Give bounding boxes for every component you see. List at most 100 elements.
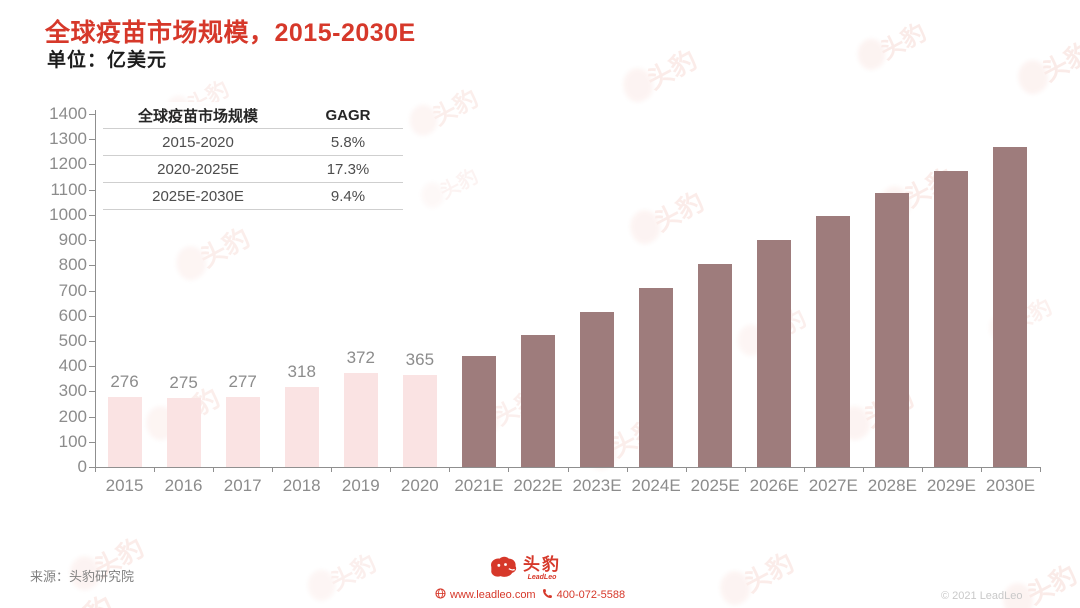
- y-tick-label: 300: [58, 381, 87, 401]
- leadleo-watermark: 头豹: [425, 79, 484, 132]
- cagr-table-header-cagr: GAGR: [325, 106, 371, 124]
- y-tick: [89, 391, 95, 393]
- y-tick-label: 1300: [49, 129, 87, 149]
- bar-2024E: [639, 287, 674, 467]
- x-tick: [390, 467, 392, 472]
- leadleo-watermark: 头豹: [52, 585, 120, 608]
- x-tick: [744, 467, 746, 472]
- y-tick: [89, 265, 95, 267]
- y-tick: [89, 240, 95, 242]
- x-tick-label-2018: 2018: [282, 476, 321, 495]
- y-tick-label: 700: [58, 280, 87, 300]
- x-tick-label-2027E: 2027E: [808, 476, 858, 495]
- footer-contact: www.leadleo.com 400-072-5588: [435, 588, 625, 602]
- x-tick: [95, 467, 96, 472]
- bar-value-2015: 276: [110, 372, 139, 392]
- y-tick: [89, 290, 95, 292]
- y-tick: [89, 340, 95, 342]
- bar-value-2020: 365: [405, 349, 435, 369]
- logo-text-en: LeadLeo: [527, 574, 557, 581]
- source-note: 来源：头豹研究院: [30, 569, 135, 584]
- bar-2022E: [520, 334, 555, 467]
- cagr-value: 9.4%: [330, 187, 366, 205]
- x-tick: [921, 467, 923, 472]
- bar-2016: [166, 397, 201, 467]
- y-tick: [89, 214, 95, 216]
- cagr-table-row: 2020-2025E 17.3%: [103, 156, 403, 183]
- bar-2017: [225, 397, 260, 467]
- y-tick-label: 1100: [50, 179, 87, 199]
- y-tick-label: 0: [77, 457, 87, 476]
- y-tick: [89, 441, 95, 443]
- cagr-table-row: 2015-2020 5.8%: [103, 129, 403, 156]
- x-tick: [213, 467, 215, 472]
- bar-2030E: [993, 146, 1028, 467]
- y-tick-label: 500: [58, 330, 87, 350]
- x-tick-label-2016: 2016: [164, 476, 203, 495]
- x-tick: [154, 467, 156, 472]
- phone-icon: [542, 588, 553, 602]
- leopard-logo-icon: [488, 555, 518, 584]
- page-title: 全球疫苗市场规模，2015-2030E: [45, 19, 416, 47]
- bar-value-2016: 275: [169, 372, 198, 392]
- logo-text-cn: 头豹: [523, 555, 561, 574]
- bar-2026E: [757, 240, 792, 467]
- leadleo-watermark: 头豹: [434, 160, 483, 204]
- x-tick-label-2021E: 2021E: [454, 476, 504, 495]
- bar-2023E: [580, 311, 615, 467]
- y-tick: [89, 416, 95, 418]
- y-tick: [89, 315, 95, 317]
- leadleo-watermark: 头豹: [639, 40, 702, 97]
- y-tick: [89, 139, 95, 141]
- cagr-period: 2020-2025E: [157, 160, 239, 178]
- x-tick-label-2026E: 2026E: [749, 476, 799, 495]
- leadleo-watermark: 头豹: [323, 544, 382, 597]
- x-tick-label-2015: 2015: [105, 476, 144, 495]
- x-tick: [626, 467, 628, 472]
- x-tick-label-2030E: 2030E: [985, 476, 1036, 495]
- cagr-period: 2025E-2030E: [152, 187, 244, 205]
- bar-2028E: [875, 193, 910, 467]
- y-tick: [89, 114, 95, 115]
- y-tick: [89, 189, 95, 191]
- x-tick: [567, 467, 569, 472]
- x-tick-label-2022E: 2022E: [513, 476, 563, 495]
- y-tick-label: 100: [58, 431, 87, 451]
- phone-number: 400-072-5588: [556, 589, 626, 601]
- x-tick-label-2023E: 2023E: [572, 476, 622, 495]
- x-tick-label-2024E: 2024E: [631, 476, 681, 495]
- x-tick: [508, 467, 510, 472]
- leadleo-watermark: 头豹: [1034, 32, 1080, 89]
- bar-value-2019: 372: [346, 348, 375, 368]
- y-tick-label: 1200: [49, 154, 87, 174]
- x-tick: [1040, 467, 1041, 472]
- bar-2015: [107, 397, 142, 467]
- bar-2019: [343, 373, 378, 467]
- y-tick-label: 1400: [49, 104, 87, 123]
- y-tick-label: 600: [58, 305, 87, 325]
- cagr-value: 5.8%: [330, 133, 366, 151]
- y-tick: [89, 467, 95, 468]
- bar-2029E: [934, 170, 969, 467]
- bar-2027E: [816, 216, 851, 467]
- y-tick-label: 900: [58, 230, 87, 250]
- leadleo-watermark: 头豹: [873, 13, 932, 66]
- cagr-table-row: 2025E-2030E 9.4%: [103, 183, 403, 210]
- x-tick-label-2020: 2020: [400, 476, 439, 495]
- y-tick-label: 800: [58, 255, 87, 275]
- globe-icon: [435, 588, 446, 602]
- y-tick: [89, 164, 95, 166]
- bar-2018: [284, 386, 319, 467]
- leadleo-watermark: 头豹: [736, 543, 799, 600]
- x-tick: [449, 467, 451, 472]
- y-tick-label: 200: [58, 406, 87, 426]
- cagr-table-header-row: 全球疫苗市场规模 GAGR: [103, 102, 403, 129]
- bar-2021E: [461, 356, 496, 467]
- leadleo-logo: 头豹 LeadLeo: [488, 555, 561, 584]
- x-tick: [331, 467, 333, 472]
- y-tick-label: 1000: [49, 204, 87, 224]
- y-axis: [95, 110, 96, 468]
- website-link[interactable]: www.leadleo.com: [450, 589, 536, 601]
- cagr-period: 2015-2020: [162, 133, 234, 151]
